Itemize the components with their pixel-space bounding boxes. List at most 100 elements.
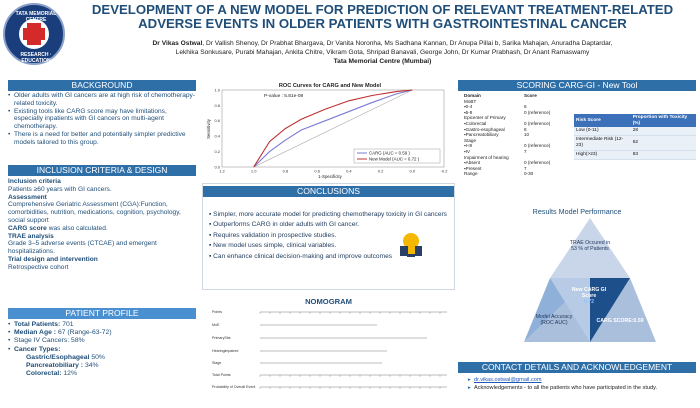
nomo-row-label: MoE — [212, 323, 220, 327]
risk-table: Risk Score Proportion with Toxicity (%) L… — [574, 114, 696, 160]
conclusion-item: Can enhance clinical decision-making and… — [209, 252, 447, 262]
scoring-score: 0 (reference) — [524, 120, 551, 126]
scoring-score: 0-30 — [524, 171, 534, 177]
scoring-score: 10 — [524, 132, 530, 138]
roc-ytick: 0.0 — [214, 164, 220, 169]
scoring-score: 6 — [524, 104, 527, 110]
roc-plot: ROC Curves for CARG and New Model P-valu… — [206, 83, 449, 179]
logo-bottom-text: RESEARCH · EDUCATION — [20, 52, 52, 64]
scoring-row: ▪Present 7 — [464, 166, 568, 172]
risk-row: High(>23) 83 — [574, 150, 696, 160]
scoring-domain: ▪IV — [464, 148, 470, 154]
scoring-table: Domain Score MoBT ▪0-4 6 ▪5-8 0 (reference) Ep… — [464, 93, 568, 177]
scoring-row: Impairment of hearing — [464, 155, 568, 161]
nomogram-panel: NOMOGRAM Points MoE PrimarySite Hearingi… — [202, 296, 455, 408]
scoring-domain: Stage — [464, 137, 477, 143]
nomo-row-label: PrimarySite — [212, 336, 231, 340]
scoring-heading: SCORING CARG-GI - New Tool — [458, 80, 696, 91]
conclusion-item: Outperforms CARG in older adults with GI… — [209, 220, 447, 230]
nomogram-heading: NOMOGRAM — [305, 297, 352, 306]
profile-heading: PATIENT PROFILE — [8, 308, 196, 319]
first-author: Dr Vikas Ostwal — [152, 40, 203, 47]
lightbulb-icon — [400, 233, 422, 257]
tata-memorial-logo: TATA MEMORIAL CENTRE RESEARCH · EDUCATIO… — [3, 3, 65, 65]
nomo-row-label: Stage — [212, 361, 221, 365]
scoring-score: 8 — [524, 126, 527, 132]
roc-chart: ROC Curves for CARG and New Model P-valu… — [202, 79, 452, 180]
email-link[interactable]: dr.vikas.ostwal@gmail.com — [474, 377, 542, 383]
scoring-domain: Impairment of hearing — [464, 154, 509, 160]
roc-title: ROC Curves for CARG and New Model — [279, 83, 382, 89]
roc-ytick: 0.6 — [214, 118, 220, 123]
poster-header: TATA MEMORIAL CENTRE RESEARCH · EDUCATIO… — [0, 0, 700, 78]
performance-pyramid — [524, 218, 656, 342]
background-bullet: There is a need for better and potential… — [8, 131, 196, 147]
background-body: Older adults with GI cancers are at high… — [8, 92, 196, 147]
roc-pvalue: P-value : 5.81e-08 — [264, 93, 304, 99]
roc-ytick: 1.0 — [214, 87, 220, 92]
nomo-row-label: Total Points — [212, 373, 231, 377]
scoring-row: ▪Pancreatobiliary 10 — [464, 132, 568, 138]
nomo-row-label: Probability of Overall Event — [212, 385, 255, 389]
acknowledgement: Acknowledgements - to all the patients w… — [468, 384, 694, 392]
background-heading: BACKGROUND — [8, 80, 196, 91]
scoring-row: Stage — [464, 138, 568, 144]
scoring-domain: ▪Pancreatobiliary — [464, 132, 499, 138]
roc-xtick: 0.2 — [378, 169, 384, 174]
performance-heading: Results Model Performance — [532, 207, 622, 216]
roc-xtick: 0.4 — [346, 169, 352, 174]
roc-ytick: 0.4 — [214, 134, 220, 139]
scoring-domain: ▪0-4 — [464, 104, 473, 110]
scoring-domain: ▪Gastro-esophageal — [464, 126, 505, 132]
roc-legend — [353, 148, 441, 164]
perf-model: Model Accuracy (ROC AUC) — [535, 314, 573, 327]
roc-xtick: 1.0 — [251, 169, 257, 174]
scoring-row: ▪Gastro-esophageal 8 — [464, 127, 568, 133]
roc-ytick: 0.8 — [214, 103, 220, 108]
roc-reference-line — [253, 89, 413, 168]
scoring-score: 0 (reference) — [524, 109, 551, 115]
criteria-heading: INCLUSION CRITERIA & DESIGN — [8, 165, 196, 176]
scoring-row: ▪IV 7 — [464, 149, 568, 155]
perf-trae: TRAE Occured in 53 % of Patients — [569, 240, 611, 253]
scoring-row: ▪I-III 0 (reference) — [464, 143, 568, 149]
roc-ytick: 0.2 — [214, 149, 220, 154]
scoring-domain: Epicenter of Primary — [464, 115, 506, 121]
scoring-score: 0 (reference) — [524, 160, 551, 166]
scoring-domain: Range — [464, 171, 478, 177]
scoring-domain: ▪Present — [464, 165, 482, 171]
roc-frame — [221, 89, 445, 168]
institution: Tata Memorial Centre (Mumbai) — [333, 58, 432, 65]
roc-xtick: 0.0 — [410, 169, 416, 174]
scoring-domain: ▪5-8 — [464, 109, 473, 115]
legend-carg: CARG (AUC = 0.59 ) — [369, 151, 410, 156]
background-bullet: Older adults with GI cancers are at high… — [8, 92, 196, 108]
scoring-score: 0 (reference) — [524, 143, 551, 149]
contact-body: dr.vikas.ostwal@gmail.com Acknowledgemen… — [468, 376, 694, 392]
scoring-domain: ▪Colorectal — [464, 120, 487, 126]
conclusion-item: Requires validation in prospective studi… — [209, 231, 447, 241]
scoring-domain: ▪I-III — [464, 143, 473, 149]
profile-body: Total Patients: 701 Median Age : 67 (Ran… — [8, 321, 196, 378]
scoring-row: ▪5-8 0 (reference) — [464, 110, 568, 116]
roc-xtick: 0.8 — [283, 169, 289, 174]
scoring-domain: MoBT — [464, 98, 477, 104]
roc-xlabel: 1-Specificity — [318, 174, 342, 179]
roc-xtick: -0.2 — [441, 169, 449, 174]
scoring-row: ▪Colorectal 0 (reference) — [464, 121, 568, 127]
perf-newcarg: New CARG GI Score 0.72 — [571, 287, 607, 305]
risk-row: Intermediate Risk (12-23) 52 — [574, 135, 696, 151]
scoring-row: Epicenter of Primary — [464, 115, 568, 121]
author-list: Dr Vikas Ostwal, Dr Vallish Shenoy, Dr P… — [70, 39, 695, 66]
conclusion-item: Simpler, more accurate model for predict… — [209, 210, 447, 220]
roc-ylabel: Sensitivity — [206, 118, 211, 139]
background-bullet: Existing tools like CARG score may have … — [8, 108, 196, 131]
poster-title: DEVELOPMENT OF A NEW MODEL FOR PREDICTIO… — [91, 2, 674, 31]
roc-series-carg — [253, 89, 413, 168]
scoring-row: Range 0-30 — [464, 171, 568, 177]
scoring-score: 7 — [524, 148, 527, 154]
contact-heading: CONTACT DETAILS AND ACKNOWLEDGEMENT — [458, 362, 696, 373]
risk-row: Low (0-11) 28 — [574, 127, 696, 136]
roc-series-new-model — [253, 89, 413, 168]
scoring-domain: ▪Absent — [464, 160, 480, 166]
